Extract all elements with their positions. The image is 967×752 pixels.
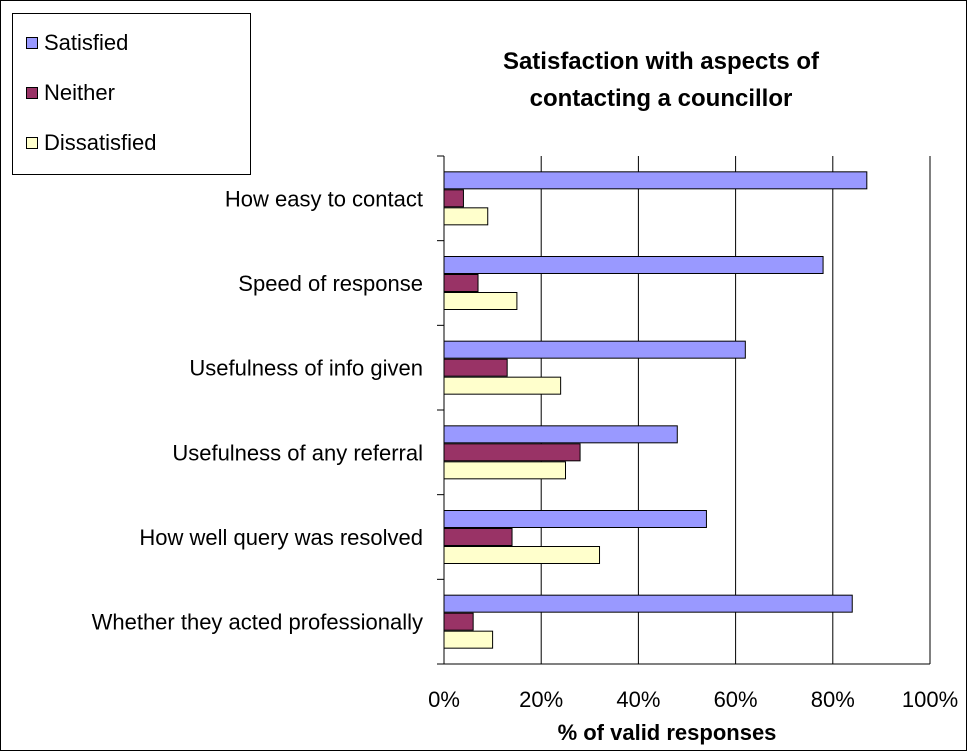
category-label: Whether they acted professionally bbox=[92, 610, 423, 635]
legend-swatch-dissatisfied bbox=[26, 137, 38, 149]
category-label: Usefulness of info given bbox=[189, 356, 423, 381]
bar-neither bbox=[443, 274, 479, 292]
bar-neither bbox=[443, 358, 508, 377]
chart-title: Satisfaction with aspects of contacting … bbox=[431, 43, 891, 117]
bar-satisfied bbox=[443, 340, 746, 359]
legend: Satisfied Neither Dissatisfied bbox=[12, 13, 251, 175]
bar-dissatisfied bbox=[443, 376, 562, 395]
category-label: Usefulness of any referral bbox=[172, 440, 423, 465]
x-tick-label: 100% bbox=[902, 687, 958, 712]
legend-swatch-neither bbox=[26, 87, 38, 99]
bar-satisfied bbox=[443, 510, 707, 528]
bar-satisfied bbox=[443, 171, 868, 190]
chart-title-line-1: Satisfaction with aspects of bbox=[502, 48, 820, 75]
legend-label-neither: Neither bbox=[44, 80, 115, 105]
legend-label-dissatisfied: Dissatisfied bbox=[44, 130, 157, 155]
bar-dissatisfied bbox=[443, 292, 518, 310]
bar-dissatisfied bbox=[443, 546, 601, 564]
x-axis-title: % of valid responses bbox=[558, 720, 777, 745]
x-tick-label: 20% bbox=[519, 687, 563, 712]
bar-satisfied bbox=[443, 256, 824, 274]
bar-neither bbox=[443, 528, 513, 546]
category-label: Speed of response bbox=[238, 271, 423, 296]
bar-dissatisfied bbox=[443, 207, 489, 226]
legend-item-satisfied: Satisfied bbox=[26, 28, 128, 58]
bar-neither bbox=[443, 612, 474, 631]
legend-item-dissatisfied: Dissatisfied bbox=[26, 128, 156, 158]
bar-neither bbox=[443, 443, 581, 462]
x-tick-label: 60% bbox=[714, 687, 758, 712]
legend-item-neither: Neither bbox=[26, 78, 115, 108]
bar-neither bbox=[443, 189, 464, 208]
x-tick-label: 0% bbox=[428, 687, 460, 712]
bar-satisfied bbox=[443, 425, 678, 444]
category-label: How easy to contact bbox=[225, 186, 423, 211]
legend-swatch-satisfied bbox=[26, 37, 38, 49]
chart-title-line-2: contacting a councillor bbox=[529, 85, 793, 112]
x-tick-label: 80% bbox=[811, 687, 855, 712]
bar-dissatisfied bbox=[443, 461, 566, 480]
legend-label-satisfied: Satisfied bbox=[44, 30, 129, 55]
category-label: How well query was resolved bbox=[139, 525, 423, 550]
x-tick-label: 40% bbox=[616, 687, 660, 712]
bar-satisfied bbox=[443, 594, 853, 613]
bar-dissatisfied bbox=[443, 630, 494, 649]
